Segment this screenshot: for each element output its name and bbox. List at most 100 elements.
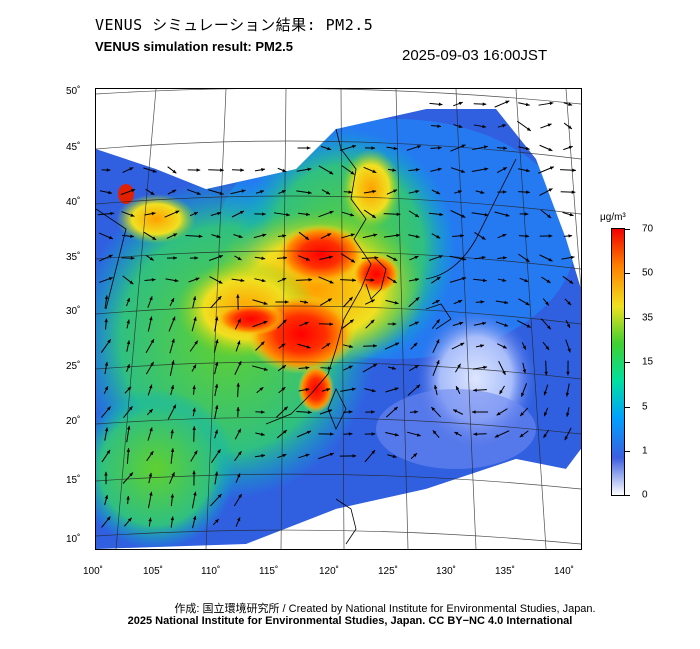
wind-arrow-head [462,257,467,261]
wind-arrow-head [460,342,465,347]
wind-arrow-head [549,166,554,170]
wind-arrow-head [151,278,156,282]
wind-arrow-head [152,169,157,173]
wind-arrow-head [214,471,219,476]
wind-arrow-head [565,392,570,397]
wind-arrow-head [525,234,530,238]
wind-arrow-head [414,321,419,325]
wind-arrow-head [458,101,463,106]
wind-arrow-head [236,517,241,522]
wind-arrow-head [547,214,552,219]
colorbar-tick-mark [625,318,630,319]
wind-arrow-head [173,233,178,237]
wind-arrow-head [392,168,397,172]
wind-arrow-head [352,454,357,458]
wind-arrow-head [502,190,507,194]
wind-arrow-head [172,404,176,409]
wind-arrow-head [392,454,397,458]
colorbar-tick-mark [625,229,630,230]
wind-arrow-head [391,366,396,370]
wind-arrow-head [104,495,109,499]
wind-arrow-head [149,316,153,321]
wind-arrow-head [327,146,332,151]
wind-arrow-head [282,168,287,172]
wind-arrow-head [326,190,331,195]
wind-arrow-head [263,301,268,305]
wind-arrow-head [471,410,476,414]
wind-arrow-head [172,169,177,174]
wind-arrow-head [416,433,421,437]
wind-arrow-head [149,257,154,261]
lon-label: 125˚ [378,566,399,577]
wind-arrow-head [195,277,200,281]
wind-arrow-head [437,124,442,128]
wind-arrow-head [308,278,313,282]
wind-arrow-head [198,234,203,239]
wind-arrow-head [307,167,312,172]
wind-arrow-head [482,102,487,106]
wind-arrow-head [329,432,334,436]
wind-arrow-head [108,254,113,259]
wind-arrow-head [236,407,240,411]
lon-label: 115˚ [259,566,279,577]
lon-label: 110˚ [201,566,221,577]
wind-arrow-head [499,390,503,395]
wind-arrow-head [568,145,573,150]
wind-arrow-head [371,146,376,150]
colorbar-unit: μg/m³ [600,212,626,223]
wind-arrow-head [327,298,332,302]
wind-arrow-head [263,320,268,325]
wind-arrow-head [370,299,375,303]
colorbar-tick-label: 15 [642,356,654,368]
wind-arrow-head [481,255,486,260]
wind-vectors [97,100,576,529]
wind-arrow-head [172,189,177,194]
wind-arrow-head [567,348,571,353]
wind-arrow-head [349,319,354,324]
wind-arrow-head [261,278,266,283]
wind-arrow-head [569,212,574,217]
wind-arrow-head [414,255,419,260]
wind-arrow-head [126,297,130,302]
lat-label: 40˚ [66,197,81,208]
wind-arrow-head [326,388,331,392]
wind-arrow-head [473,432,478,436]
wind-arrow-head [307,410,312,415]
wind-arrow-head [524,278,529,283]
wind-arrow-head [437,167,442,172]
wind-arrow-head [263,367,268,371]
wind-arrow-head [104,427,109,432]
wind-arrow-head [348,410,353,414]
wind-arrow-head [219,191,224,195]
wind-arrow-head [415,297,420,301]
wind-arrow-head [544,412,548,417]
lat-label: 10˚ [66,534,81,545]
wind-arrow-head [306,212,310,217]
wind-arrow-head [394,387,399,391]
wind-arrow-head [304,321,309,326]
colorbar-tick-label: 0 [642,489,648,501]
wind-arrow-head [150,339,154,344]
wind-arrow-head [170,429,174,434]
wind-arrow-head [371,450,376,454]
wind-arrow-head [192,407,196,412]
wind-arrow-head [327,233,332,237]
wind-arrow-head [329,322,334,326]
wind-arrow-head [171,360,175,365]
wind-arrow-head [127,386,132,391]
lat-label: 50˚ [66,86,81,97]
wind-arrow-head [437,146,442,150]
wind-arrow-head [192,296,197,301]
wind-arrow-head [259,387,264,391]
wind-arrow-head [484,167,489,171]
wind-arrow-head [149,296,153,301]
wind-arrow-head [237,318,241,323]
wind-arrow-head [549,101,554,106]
wind-arrow-head [484,213,489,217]
wind-arrow-head [305,453,310,457]
wind-arrow-head [525,168,530,173]
wind-arrow-head [305,387,310,392]
wind-arrow-head [568,102,573,106]
wind-arrow-head [566,323,570,328]
wind-arrow-head [456,386,460,391]
